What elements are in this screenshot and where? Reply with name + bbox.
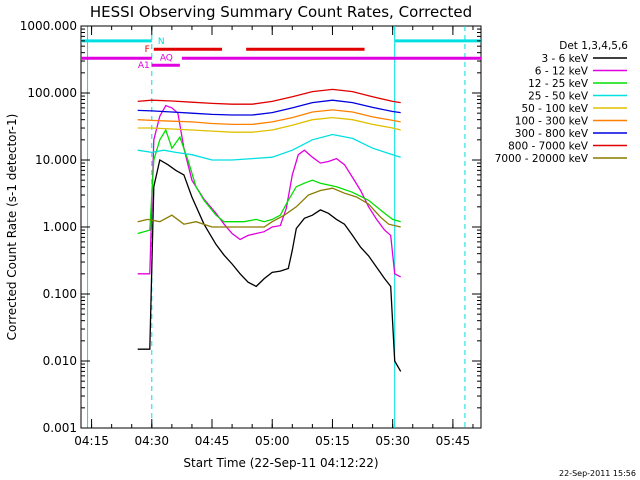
y-tick-label: 0.100 [43, 287, 77, 301]
legend-label: 7000 - 20000 keV [495, 153, 589, 165]
series-line [137, 88, 401, 105]
y-tick-label: 1000.000 [20, 19, 77, 33]
y-tick-label: 0.001 [43, 421, 77, 435]
flag-label-a1: A1 [138, 61, 150, 71]
legend-label: 100 - 300 keV [515, 116, 589, 128]
series-line [137, 109, 401, 126]
flags-layer: NF AQ A1 [81, 37, 481, 71]
series-layer [137, 88, 402, 372]
legend-label: 12 - 25 keV [528, 78, 589, 90]
x-axis-label: Start Time (22-Sep-11 04:12:22) [183, 456, 378, 470]
legend-title: Det 1,3,4,5,6 [559, 40, 628, 52]
series-line [137, 116, 401, 133]
x-tick-label: 04:30 [134, 434, 169, 448]
markers-layer [87, 26, 466, 428]
series-line [137, 128, 401, 235]
series-line [137, 187, 401, 228]
chart-title: HESSI Observing Summary Count Rates, Cor… [90, 3, 472, 21]
flag-label-n: N [158, 37, 165, 47]
legend-label: 6 - 12 keV [535, 66, 589, 78]
x-tick-label: 04:45 [195, 434, 230, 448]
legend-label: 25 - 50 keV [528, 91, 589, 103]
y-tick-label: 1.000 [43, 220, 77, 234]
x-tick-label: 05:30 [375, 434, 410, 448]
y-tick-label: 100.000 [27, 86, 77, 100]
x-tick-label: 04:15 [74, 434, 109, 448]
legend-label: 3 - 6 keV [541, 53, 588, 65]
legend-label: 300 - 800 keV [515, 128, 589, 140]
timestamp: 22-Sep-2011 15:56 [559, 469, 636, 478]
plot-area: NF AQ A1 [80, 25, 482, 429]
series-line [137, 158, 402, 372]
flag-label-f: F [145, 45, 150, 55]
series-line [137, 99, 401, 116]
x-tick-label: 05:15 [315, 434, 350, 448]
x-tick-label: 05:45 [436, 434, 471, 448]
plot-frame [80, 25, 482, 429]
series-line [137, 104, 401, 278]
x-tick-label: 05:00 [255, 434, 290, 448]
y-axis-label: Corrected Count Rate (s-1 detector-1) [5, 114, 19, 341]
y-tick-label: 0.010 [43, 354, 77, 368]
x-axis: 04:15 04:30 04:45 05:00 05:15 05:30 05:45 [74, 26, 474, 448]
legend-label: 800 - 7000 keV [508, 141, 589, 153]
legend-label: 50 - 100 keV [521, 103, 588, 115]
y-axis: 0.001 0.010 0.100 1.000 10.000 100.000 1000.00… [5, 19, 481, 435]
y-tick-label: 10.000 [35, 153, 77, 167]
flag-label-aq: AQ [160, 53, 173, 63]
series-line [137, 133, 401, 161]
